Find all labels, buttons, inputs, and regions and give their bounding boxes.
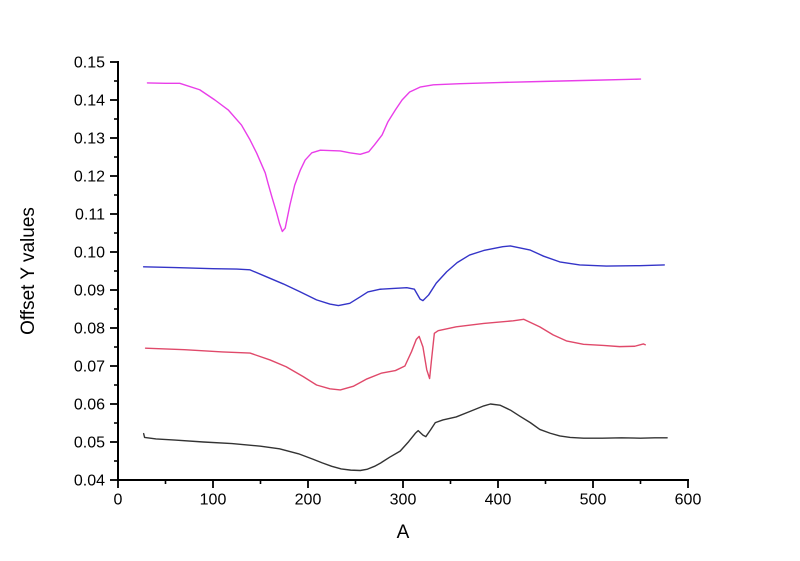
y-tick-label: 0.13 xyxy=(74,131,105,148)
x-tick-label: 100 xyxy=(200,491,227,508)
series-line-curve-blue xyxy=(142,245,665,307)
y-tick-label: 0.06 xyxy=(74,397,105,414)
x-tick-label: 400 xyxy=(485,491,512,508)
x-tick-label: 0 xyxy=(114,491,123,508)
y-tick-label: 0.11 xyxy=(75,207,105,224)
y-tick-label: 0.08 xyxy=(74,321,105,338)
x-axis-title: A xyxy=(396,522,410,543)
series-line-curve-black xyxy=(142,403,668,472)
x-tick-label: 500 xyxy=(580,491,607,508)
y-tick-label: 0.04 xyxy=(74,473,105,490)
y-tick-label: 0.12 xyxy=(74,169,105,186)
y-axis-title: Offset Y values xyxy=(18,207,39,335)
y-tick-label: 0.14 xyxy=(74,93,105,110)
y-tick-label: 0.10 xyxy=(74,245,105,262)
y-tick-label: 0.07 xyxy=(74,359,105,376)
x-tick-label: 200 xyxy=(295,491,322,508)
axis-spines xyxy=(117,61,689,481)
series-line-curve-red xyxy=(144,318,646,391)
y-tick-label: 0.09 xyxy=(74,283,105,300)
x-tick-label: 600 xyxy=(675,491,702,508)
x-tick-label: 300 xyxy=(390,491,417,508)
y-tick-label: 0.05 xyxy=(74,435,105,452)
series-line-curve-magenta xyxy=(146,78,642,233)
y-tick-label: 0.15 xyxy=(74,55,105,72)
